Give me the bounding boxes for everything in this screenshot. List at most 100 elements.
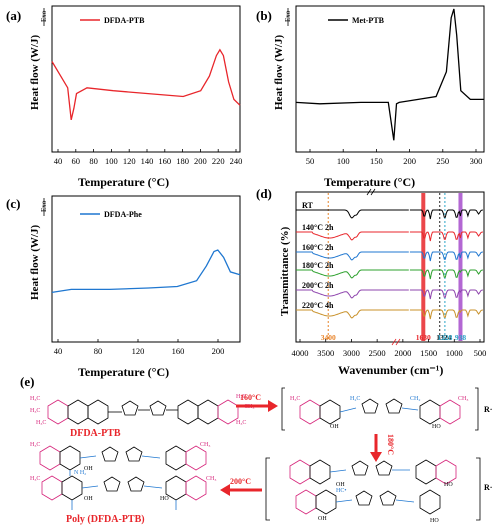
svg-text:CH₂: CH₂ xyxy=(410,396,420,402)
ir-marker-label: 1324 xyxy=(436,333,451,342)
x-tick-label: 120 xyxy=(123,156,136,166)
svg-text:H₃C: H₃C xyxy=(30,408,40,414)
arrow-step-1 xyxy=(236,400,278,412)
panel-b-curve xyxy=(295,8,484,141)
axis-break-bottom xyxy=(391,338,401,346)
svg-text:OH: OH xyxy=(318,516,327,522)
x-tick-label: 50 xyxy=(306,156,315,166)
ir-spectrum xyxy=(296,289,483,300)
intermediate-2-labels: OH HC• HO OH HO xyxy=(318,482,453,524)
panel-b-xlabel: Temperature (°C) xyxy=(324,175,415,189)
svg-text:OH: OH xyxy=(84,496,93,502)
svg-text:HO: HO xyxy=(160,496,169,502)
ir-series-label: 200°C 2h xyxy=(302,281,334,290)
ir-marker-label: 938 xyxy=(455,333,467,342)
x-tick-label: 250 xyxy=(436,156,449,166)
x-tick-label: 3500 xyxy=(317,348,334,358)
svg-text:HO: HO xyxy=(432,424,441,430)
x-tick-label: 200 xyxy=(194,156,207,166)
panel-e-label: (e) xyxy=(20,374,34,389)
panel-b-legend: Met-PTB xyxy=(352,16,385,25)
x-tick-label: 80 xyxy=(94,346,103,356)
svg-text:OH: OH xyxy=(84,466,93,472)
polymer-substituents: H₃C CH₃ N H₂ OH H₃C CH₃ OH HO xyxy=(30,442,216,502)
x-tick-label: 80 xyxy=(89,156,98,166)
x-tick-label: 160 xyxy=(172,346,185,356)
x-tick-label: 1500 xyxy=(420,348,437,358)
x-tick-label: 100 xyxy=(337,156,350,166)
arrow-step-3 xyxy=(220,484,262,496)
ir-series-label: 220°C 4h xyxy=(302,301,334,310)
x-tick-label: 240 xyxy=(230,156,243,166)
panel-c-frame xyxy=(51,195,241,343)
ir-spectrum xyxy=(296,231,483,242)
polymer-name: Poly (DFDA-PTB) xyxy=(66,514,145,525)
svg-text:HO: HO xyxy=(444,482,453,488)
x-tick-label: 40 xyxy=(54,346,63,356)
panel-a-label: (a) xyxy=(6,8,21,23)
svg-text:OH: OH xyxy=(336,482,345,488)
panel-a-frame xyxy=(51,5,241,153)
panel-b-frame xyxy=(295,5,485,153)
panel-d-frame xyxy=(295,191,485,343)
ir-spectrum xyxy=(296,251,483,262)
step-2-temperature: 180°C xyxy=(386,434,395,455)
panel-b-x-ticks: 50 100 150 200 250 300 xyxy=(306,149,483,166)
monomer-name: DFDA-PTB xyxy=(70,428,121,439)
panel-a-ylabel: Heat flow (W/J) xyxy=(29,35,41,110)
x-tick-label: 160 xyxy=(158,156,171,166)
panel-c-curve xyxy=(51,249,241,294)
panel-d-x-ticks: 4000 3500 3000 2500 2000 1500 1000 500 xyxy=(292,339,487,358)
svg-text:HC•: HC• xyxy=(336,488,346,494)
intermediate-2-structure xyxy=(265,457,481,521)
arrow-step-2 xyxy=(370,434,382,462)
monomer-structure xyxy=(47,399,239,425)
x-tick-label: 40 xyxy=(54,156,63,166)
panel-c-x-ticks: 40 80 120 160 200 xyxy=(54,339,225,356)
x-tick-label: 1000 xyxy=(446,348,463,358)
panel-d-ylabel: Transmittance (%) xyxy=(279,226,291,316)
x-tick-label: 140 xyxy=(141,156,154,166)
panel-a-legend: DFDA-PTB xyxy=(104,16,145,25)
svg-text:H₃C: H₃C xyxy=(236,420,246,426)
panel-c-xlabel: Temperature (°C) xyxy=(78,365,169,379)
panel-d-label: (d) xyxy=(256,186,272,201)
panel-d-xlabel: Wavenumber (cm⁻¹) xyxy=(338,363,443,377)
x-tick-label: 2000 xyxy=(394,348,411,358)
intermediate-1-labels: H₂C CH₂ OH HO H₃C CH₃ xyxy=(290,396,468,430)
panel-a-curve xyxy=(51,48,241,121)
ir-spectra xyxy=(296,209,483,320)
svg-text:OH: OH xyxy=(330,424,339,430)
svg-text:H₃C: H₃C xyxy=(30,396,40,402)
panel-c-legend: DFDA-Phe xyxy=(104,210,142,219)
ir-series-label: 140°C 2h xyxy=(302,223,334,232)
ir-series-label: RT xyxy=(302,201,313,210)
ir-series-labels: RT 140°C 2h 160°C 2h 180°C 2h 200°C 2h 220°C … xyxy=(302,201,334,310)
x-tick-label: 500 xyxy=(474,348,487,358)
ir-band-markers xyxy=(327,193,463,341)
ir-spectrum xyxy=(296,269,483,280)
panel-a-x-ticks: 40 60 80 100 120 140 160 180 200 220 240 xyxy=(54,149,243,166)
x-tick-label: 150 xyxy=(370,156,383,166)
radical-label-1: R· xyxy=(484,405,492,414)
x-tick-label: 120 xyxy=(132,346,145,356)
svg-text:CH₃: CH₃ xyxy=(200,442,210,448)
radical-label-2: R· xyxy=(484,483,492,492)
svg-text:H₃C: H₃C xyxy=(30,442,40,448)
panel-b-label: (b) xyxy=(256,8,272,23)
x-tick-label: 100 xyxy=(105,156,118,166)
ir-series-label: 180°C 2h xyxy=(302,261,334,270)
svg-text:H₂C: H₂C xyxy=(350,396,360,402)
x-tick-label: 60 xyxy=(72,156,81,166)
panel-c-ylabel: Heat flow (W/J) xyxy=(29,225,41,300)
svg-text:HO: HO xyxy=(430,518,439,524)
x-tick-label: 2500 xyxy=(369,348,386,358)
x-tick-label: 180 xyxy=(176,156,189,166)
panel-c-label: (c) xyxy=(6,196,20,211)
x-tick-label: 3000 xyxy=(343,348,360,358)
x-tick-label: 200 xyxy=(212,346,225,356)
panel-a: (a) Heat flow (W/J) Exo DFDA-PTB 40 60 80 1… xyxy=(6,5,243,189)
x-tick-label: 300 xyxy=(470,156,483,166)
